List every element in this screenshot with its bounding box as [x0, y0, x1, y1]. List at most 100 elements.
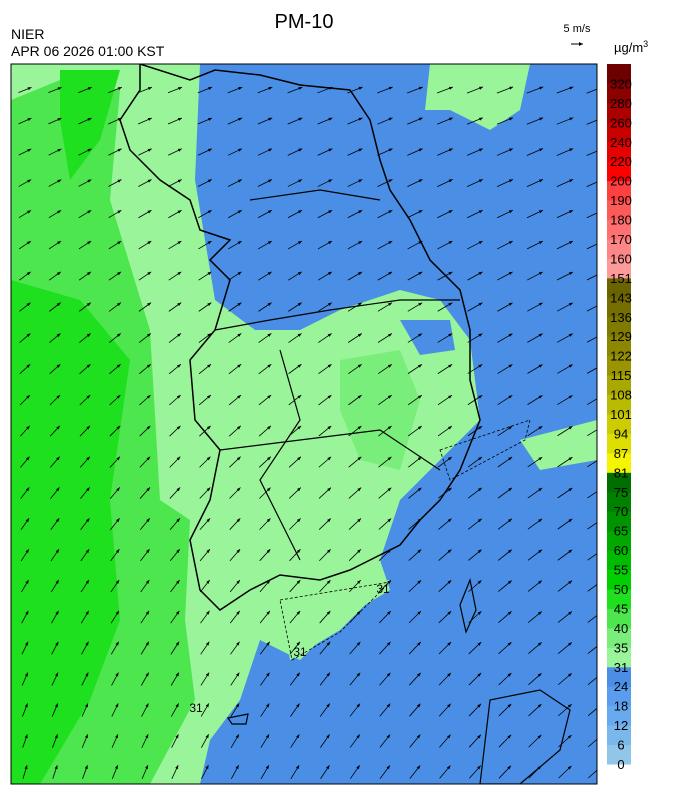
wind-arrow-head [448, 241, 453, 245]
wind-arrow-head [206, 425, 211, 430]
wind-arrow-head [387, 395, 392, 399]
colorbar-swatch [607, 647, 631, 668]
wind-arrow-head [117, 302, 121, 307]
wind-arrow-head [56, 271, 61, 276]
wind-arrow-head [417, 611, 421, 615]
wind-arrow-head [265, 765, 269, 770]
wind-arrow-head [568, 271, 573, 276]
wind-arrow-head [86, 425, 91, 430]
wind-arrow-head [147, 241, 152, 245]
wind-arrow-head [417, 395, 422, 399]
wind-arrow [586, 305, 597, 312]
wind-arrow-head [358, 86, 363, 90]
wind-arrow-head [207, 241, 212, 245]
wind-arrow-head [477, 734, 481, 739]
wind-arrow-head [418, 117, 423, 121]
wind-arrow-head [508, 364, 513, 368]
wind-arrow-head [569, 179, 574, 183]
wind-arrow-head [238, 117, 243, 121]
wind-arrow-head [85, 703, 88, 708]
wind-arrow-head [388, 333, 392, 337]
colorbar-label: 160 [610, 251, 632, 266]
wind-arrow-head [386, 765, 390, 770]
wind-arrow-head [539, 117, 544, 121]
colorbar-label: 129 [610, 329, 632, 344]
wind-arrow-head [356, 734, 360, 739]
colorbar-label: 260 [610, 115, 632, 130]
wind-arrow-head [327, 456, 332, 461]
wind-arrow-head [568, 518, 573, 523]
colorbar-swatch [607, 336, 631, 357]
wind-arrow [586, 119, 597, 125]
colorbar-label: 6 [617, 738, 624, 753]
wind-arrow-head [24, 734, 28, 739]
wind-arrow-head [569, 210, 574, 214]
wind-arrow-head [297, 456, 301, 461]
agency: NIER [11, 26, 44, 42]
colorbar-swatch [607, 102, 631, 123]
wind-arrow-head [116, 425, 121, 430]
wind-arrow-head [237, 271, 242, 276]
wind-arrow-head [477, 765, 481, 770]
wind-arrow-head [477, 518, 482, 523]
wind-arrow-head [417, 641, 421, 646]
wind-arrow-head [599, 457, 603, 460]
wind-arrow-head [266, 580, 271, 584]
colorbar-label: 151 [610, 271, 632, 286]
contour-line [279, 581, 392, 661]
wind-arrow-head [57, 241, 61, 245]
wind-arrow [586, 336, 597, 343]
wind-arrow-head [447, 487, 452, 492]
wind-arrow-head [508, 148, 513, 152]
wind-arrow-head [539, 179, 544, 183]
wind-arrow-head [268, 179, 273, 183]
wind-arrow-head [478, 302, 483, 306]
wind-arrow-head [177, 210, 182, 214]
wind-arrow-head [327, 302, 332, 306]
wind-arrow-head [268, 117, 273, 121]
wind-arrow-head [386, 672, 391, 677]
wind-arrow-head [237, 364, 242, 368]
wind-arrow-head [478, 426, 483, 430]
wind-arrow-head [507, 673, 512, 677]
concentration-zone [60, 70, 120, 180]
wind-arrow-head [207, 271, 212, 276]
wind-arrow [586, 150, 597, 156]
wind-arrow-head [537, 642, 542, 646]
wind-arrow-head [206, 518, 211, 523]
wind-arrow-head [417, 549, 422, 554]
wind-arrow-head [116, 518, 120, 523]
wind-arrow-head [538, 333, 543, 337]
wind-arrow-head [146, 425, 151, 430]
wind-arrow-head [448, 117, 453, 121]
wind-arrow-head [328, 148, 333, 152]
colorbar-label: 81 [614, 465, 628, 480]
wind-arrow-head [236, 610, 240, 615]
wind-arrow-head [296, 610, 301, 615]
wind-arrow-head [237, 241, 242, 245]
colorbar-label: 60 [614, 543, 628, 558]
wind-arrow-head [418, 241, 423, 245]
vector-scale-label: 5 m/s [564, 23, 591, 35]
wind-arrow-head [175, 734, 179, 739]
wind-arrow-head [265, 734, 270, 739]
wind-arrow-head [116, 456, 121, 461]
wind-arrow-head [25, 610, 29, 615]
wind-arrow-head [448, 364, 453, 368]
wind-arrow-head [568, 488, 573, 492]
wind-arrow-head [417, 518, 422, 523]
wind-arrow-head [297, 425, 302, 430]
wind-arrow-head [598, 735, 602, 739]
wind-arrow-head [145, 672, 149, 677]
wind-arrow-head [57, 118, 62, 122]
wind-arrow-head [328, 210, 333, 214]
wind-arrow-head [145, 765, 148, 770]
wind-arrow-head [146, 394, 151, 399]
wind-arrow [586, 274, 597, 281]
wind-arrow-head [568, 457, 573, 461]
wind-arrow-head [538, 426, 543, 430]
wind-arrow-head [509, 86, 514, 90]
wind-arrow-head [147, 333, 151, 337]
wind-arrow-head [387, 456, 392, 461]
wind-arrow-head [236, 456, 241, 461]
